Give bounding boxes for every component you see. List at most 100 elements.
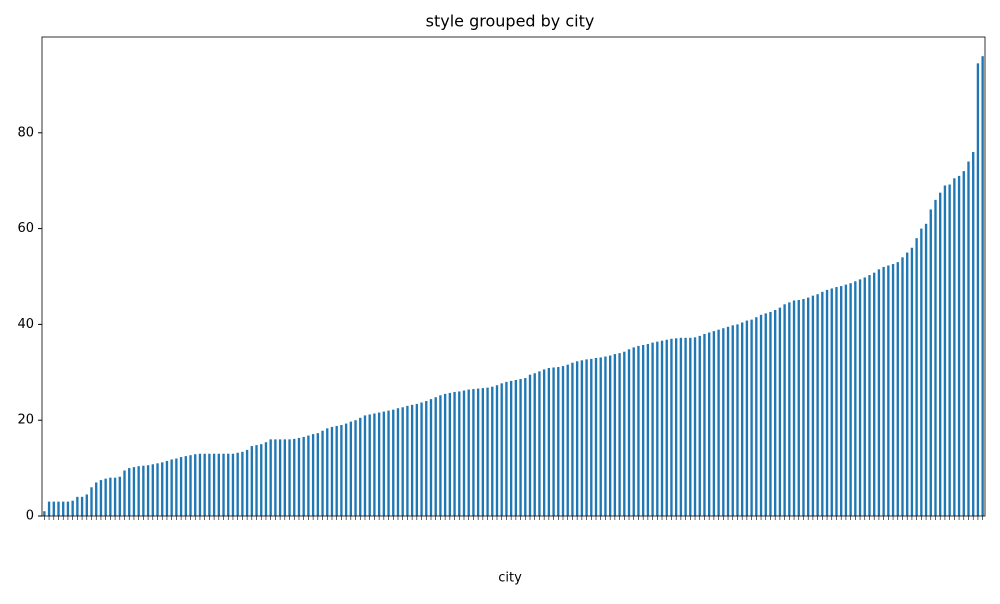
bar xyxy=(142,465,145,516)
bar xyxy=(495,385,499,516)
bar xyxy=(566,364,569,516)
bar xyxy=(76,496,79,516)
bar xyxy=(509,380,513,516)
bar xyxy=(137,466,140,516)
bar xyxy=(656,341,659,516)
bar xyxy=(896,262,899,516)
bar xyxy=(740,322,744,516)
bar xyxy=(170,459,173,516)
bar xyxy=(425,401,428,516)
bar xyxy=(552,367,555,516)
bar xyxy=(590,358,593,516)
bar xyxy=(863,277,866,516)
bar xyxy=(132,467,136,516)
bar xyxy=(62,501,65,516)
bar xyxy=(401,407,404,516)
bar xyxy=(344,423,348,516)
bar xyxy=(85,494,88,516)
bar xyxy=(542,369,546,516)
bar xyxy=(387,410,390,516)
bar xyxy=(429,399,433,516)
bar xyxy=(830,288,833,516)
bar xyxy=(415,403,419,516)
bar xyxy=(179,457,183,516)
bar xyxy=(467,389,470,516)
bar xyxy=(123,470,126,516)
bar xyxy=(962,171,965,516)
bar xyxy=(434,397,437,516)
bar xyxy=(698,335,701,516)
bar xyxy=(594,357,598,516)
bar xyxy=(439,395,442,516)
bar xyxy=(887,265,890,516)
bar xyxy=(316,433,320,516)
bar xyxy=(561,366,565,516)
bar xyxy=(198,453,202,516)
bar xyxy=(816,294,819,516)
bar xyxy=(293,438,296,516)
bar xyxy=(604,356,607,516)
bar xyxy=(472,389,475,516)
bar xyxy=(858,279,862,516)
bar xyxy=(920,228,923,516)
bar xyxy=(245,449,249,516)
bar xyxy=(95,482,98,516)
bar xyxy=(797,299,800,516)
bar xyxy=(175,458,178,516)
bar xyxy=(354,420,357,516)
bar xyxy=(481,388,485,516)
bar xyxy=(717,329,720,516)
bar xyxy=(250,446,253,516)
bar xyxy=(854,281,857,516)
bar xyxy=(637,345,640,516)
bar xyxy=(269,439,272,516)
bar xyxy=(505,381,508,516)
bar xyxy=(392,409,395,516)
bar xyxy=(651,342,654,516)
bar xyxy=(707,332,711,516)
bar xyxy=(71,500,74,516)
bar xyxy=(670,338,673,516)
bar xyxy=(915,238,918,516)
bar xyxy=(128,468,131,516)
bar xyxy=(939,192,942,517)
bar xyxy=(646,344,650,516)
bar xyxy=(161,462,164,516)
bar xyxy=(330,426,334,516)
bar xyxy=(297,437,301,516)
x-axis-label: city xyxy=(498,571,522,586)
bar xyxy=(208,453,211,516)
bar xyxy=(981,56,984,516)
bar xyxy=(901,257,904,516)
bar xyxy=(227,453,230,516)
bar xyxy=(151,464,154,516)
bar xyxy=(453,391,456,516)
bar xyxy=(66,501,70,516)
bar xyxy=(184,456,187,516)
bar xyxy=(750,319,753,516)
bar xyxy=(165,460,169,516)
bar xyxy=(802,299,805,516)
bar xyxy=(538,371,541,516)
bar xyxy=(57,501,60,516)
bar xyxy=(307,435,310,516)
bar xyxy=(745,320,749,516)
bar xyxy=(778,307,782,516)
bar xyxy=(849,283,852,516)
bar xyxy=(462,390,466,516)
bar xyxy=(476,388,480,516)
bar xyxy=(448,392,452,516)
bar xyxy=(264,442,268,516)
bar xyxy=(943,185,947,517)
bar xyxy=(722,328,725,516)
bar xyxy=(491,386,494,516)
bar xyxy=(571,362,574,516)
bar xyxy=(335,425,338,516)
bar xyxy=(222,453,225,516)
bar xyxy=(693,337,697,516)
bar xyxy=(684,337,687,516)
bar xyxy=(755,317,758,516)
bar xyxy=(774,310,777,516)
bar xyxy=(953,178,956,516)
